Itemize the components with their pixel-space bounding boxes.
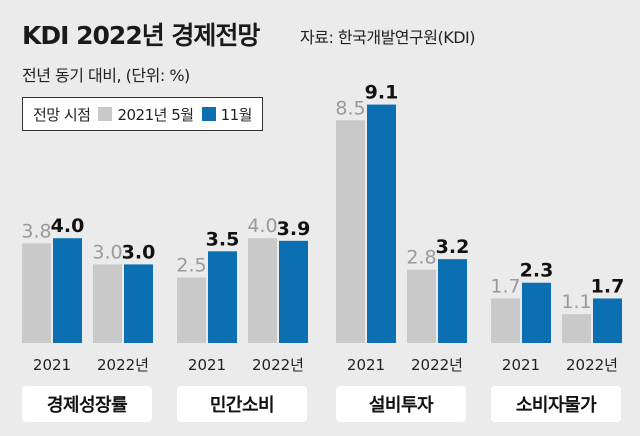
category-label: 2021 [347, 356, 385, 374]
bar-value-label: 2.8 [406, 247, 436, 269]
legend-swatch-may [98, 107, 113, 121]
category-label: 2021 [502, 356, 540, 374]
bar [53, 238, 82, 343]
bar-value-label: 9.1 [365, 82, 399, 104]
legend-item-nov: 11월 [201, 104, 253, 125]
category-label: 2022년 [252, 356, 304, 374]
bar-value-label: 2.5 [176, 255, 206, 277]
bar [124, 264, 153, 343]
bar [177, 277, 206, 343]
legend-item-may: 2021년 5월 [98, 104, 194, 125]
bar-value-label: 3.9 [277, 218, 311, 240]
group-label-investment: 설비투자 [336, 386, 466, 422]
bar [593, 298, 622, 343]
bar-value-label: 8.5 [335, 97, 365, 119]
bar-value-label: 4.0 [247, 215, 277, 237]
chart-title: KDI 2022년 경제전망 [22, 21, 260, 50]
bar [93, 264, 122, 343]
chart-source: 자료: 한국개발연구원(KDI) [300, 28, 475, 47]
bar [22, 243, 51, 343]
bar [367, 104, 396, 343]
bar-value-label: 3.0 [122, 241, 156, 263]
bar [336, 120, 365, 343]
bar [279, 240, 308, 343]
legend-swatch-nov [201, 107, 216, 121]
legend-item-label: 11월 [220, 105, 253, 124]
category-label: 2022년 [566, 356, 618, 374]
bar-value-label: 3.0 [92, 241, 122, 263]
bar-value-label: 1.7 [591, 275, 625, 297]
legend-label: 전망 시점 [33, 105, 91, 124]
bar-value-label: 3.2 [436, 236, 470, 258]
bar-value-label: 3.8 [21, 220, 51, 242]
bar-value-label: 1.7 [490, 275, 520, 297]
group-label-consumption: 민간소비 [177, 386, 307, 422]
legend: 전망 시점 2021년 5월 11월 [22, 97, 263, 131]
bar [407, 269, 436, 343]
chart-subtitle: 전년 동기 대비, (단위: %) [22, 66, 190, 85]
bar-value-label: 1.1 [561, 291, 591, 313]
bar-value-label: 2.3 [520, 260, 554, 282]
bar [522, 282, 551, 343]
legend-item-label: 2021년 5월 [117, 105, 194, 124]
category-label: 2022년 [97, 356, 149, 374]
bar [248, 238, 277, 343]
bar [491, 298, 520, 343]
bar [208, 251, 237, 343]
group-label-growth: 경제성장률 [22, 386, 152, 422]
bar-value-label: 4.0 [51, 215, 85, 237]
bar [438, 259, 467, 343]
bar [562, 314, 591, 343]
group-label-cpi: 소비자물가 [491, 386, 621, 422]
category-label: 2021 [188, 356, 226, 374]
bar-value-label: 3.5 [206, 228, 240, 250]
category-label: 2021 [33, 356, 71, 374]
category-label: 2022년 [411, 356, 463, 374]
